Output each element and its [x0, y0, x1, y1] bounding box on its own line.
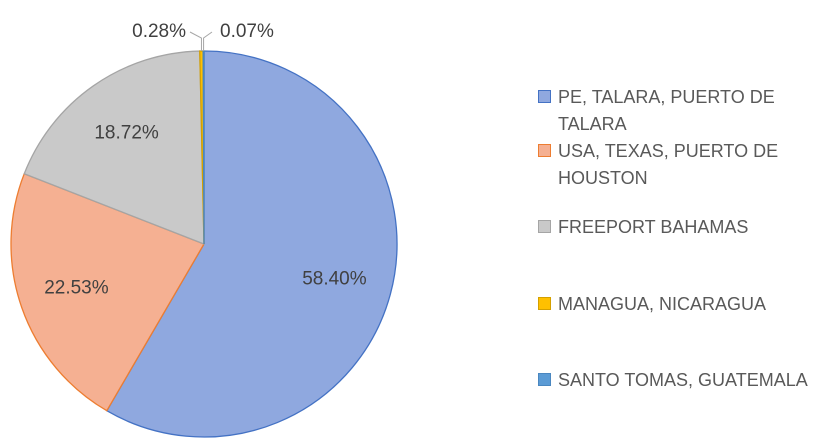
legend-label: FREEPORT BAHAMAS: [558, 217, 749, 237]
legend-swatch: [538, 297, 551, 310]
data-label: 58.40%: [302, 268, 367, 289]
legend-label: SANTO TOMAS, GUATEMALA: [558, 370, 808, 390]
legend-swatch: [538, 220, 551, 233]
legend-item: USA, TEXAS, PUERTO DE HOUSTON: [538, 138, 808, 192]
legend-swatch: [538, 144, 551, 157]
data-label: 22.53%: [44, 277, 109, 298]
legend-swatch: [538, 90, 551, 103]
pie-slice: [10, 172, 205, 412]
legend-label: USA, TEXAS, PUERTO DE HOUSTON: [558, 141, 779, 188]
pie-slice: [23, 50, 205, 245]
leader-line: [203, 31, 213, 52]
legend-swatch: [538, 373, 551, 386]
legend-item: MANAGUA, NICARAGUA: [538, 291, 808, 318]
legend-label: PE, TALARA, PUERTO DE TALARA: [558, 87, 775, 134]
legend-item: SANTO TOMAS, GUATEMALA: [538, 367, 808, 394]
legend-label: MANAGUA, NICARAGUA: [558, 294, 767, 314]
legend-item: FREEPORT BAHAMAS: [538, 214, 808, 241]
legend-item: PE, TALARA, PUERTO DE TALARA: [538, 84, 808, 138]
data-label: 0.07%: [220, 21, 274, 42]
data-label: 18.72%: [94, 122, 159, 143]
leader-line: [189, 31, 202, 52]
pie-slice: [202, 50, 205, 245]
pie-slice: [105, 50, 398, 438]
data-label: 0.28%: [132, 21, 186, 42]
